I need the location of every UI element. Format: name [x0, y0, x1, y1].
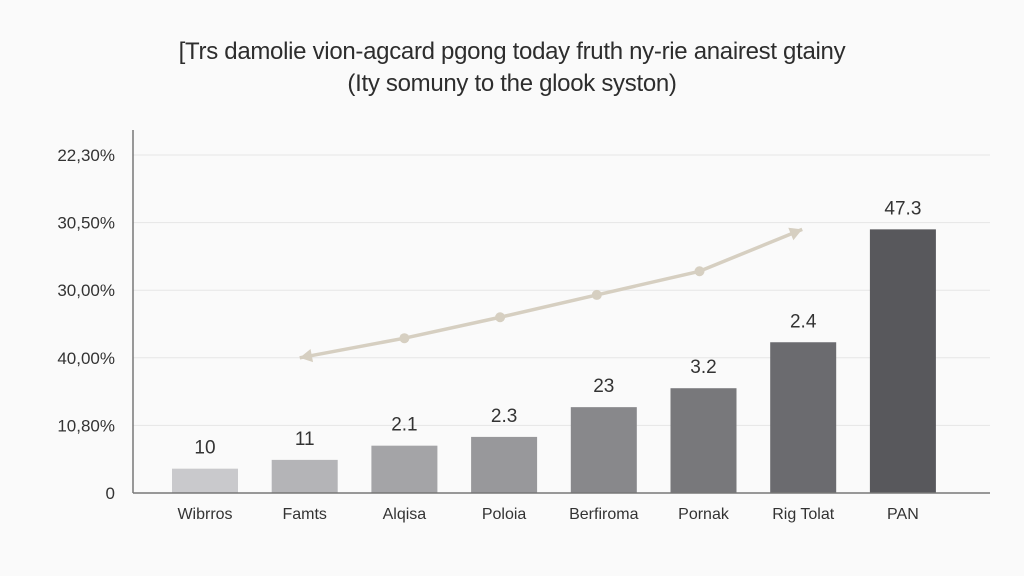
- bar: [869, 229, 936, 494]
- trend-marker: [399, 333, 410, 344]
- data-label: 47.3: [884, 198, 921, 219]
- x-tick-label: Pornak: [678, 506, 730, 523]
- data-label: 3.2: [690, 357, 716, 378]
- y-tick-label: 22,30%: [57, 146, 115, 165]
- x-tick-label: Rig Tolat: [772, 506, 835, 523]
- data-label: 2.1: [391, 415, 417, 436]
- data-label: 2.3: [491, 406, 517, 427]
- trend-marker: [694, 266, 705, 277]
- x-tick-label: PAN: [887, 506, 919, 523]
- bar: [271, 459, 338, 493]
- y-tick-label: 30,00%: [57, 281, 115, 300]
- y-tick-label: 10,80%: [57, 416, 115, 435]
- chart-subtitle: (Ity somuny to the glook syston): [347, 70, 677, 97]
- x-tick-label: Alqisa: [383, 506, 427, 523]
- data-label: 11: [295, 429, 315, 450]
- data-label: 23: [593, 376, 614, 397]
- trend-line: [299, 227, 803, 360]
- y-tick-label: 30,50%: [57, 214, 115, 233]
- trend-marker: [495, 312, 506, 323]
- trend-arrowtail-icon: [299, 348, 314, 363]
- data-label: 10: [194, 438, 215, 459]
- x-tick-label: Wibrros: [177, 506, 232, 523]
- bar: [172, 468, 238, 493]
- trend-marker: [591, 289, 602, 300]
- trend-arrowhead-icon: [788, 227, 803, 241]
- x-tick-label: Famts: [282, 506, 326, 523]
- y-tick-label: 40,00%: [57, 349, 115, 368]
- x-tick-label: Poloia: [482, 506, 527, 523]
- bar: [670, 388, 737, 493]
- chart-title: [Trs damolie vion-agcard pgong today fru…: [178, 38, 846, 65]
- data-label: 2.4: [790, 311, 817, 332]
- y-tick-label: 0: [106, 484, 115, 503]
- bar: [570, 407, 637, 493]
- bar: [471, 436, 538, 493]
- bar: [371, 445, 438, 493]
- x-tick-label: Berfiroma: [569, 506, 638, 523]
- bar: [770, 342, 837, 493]
